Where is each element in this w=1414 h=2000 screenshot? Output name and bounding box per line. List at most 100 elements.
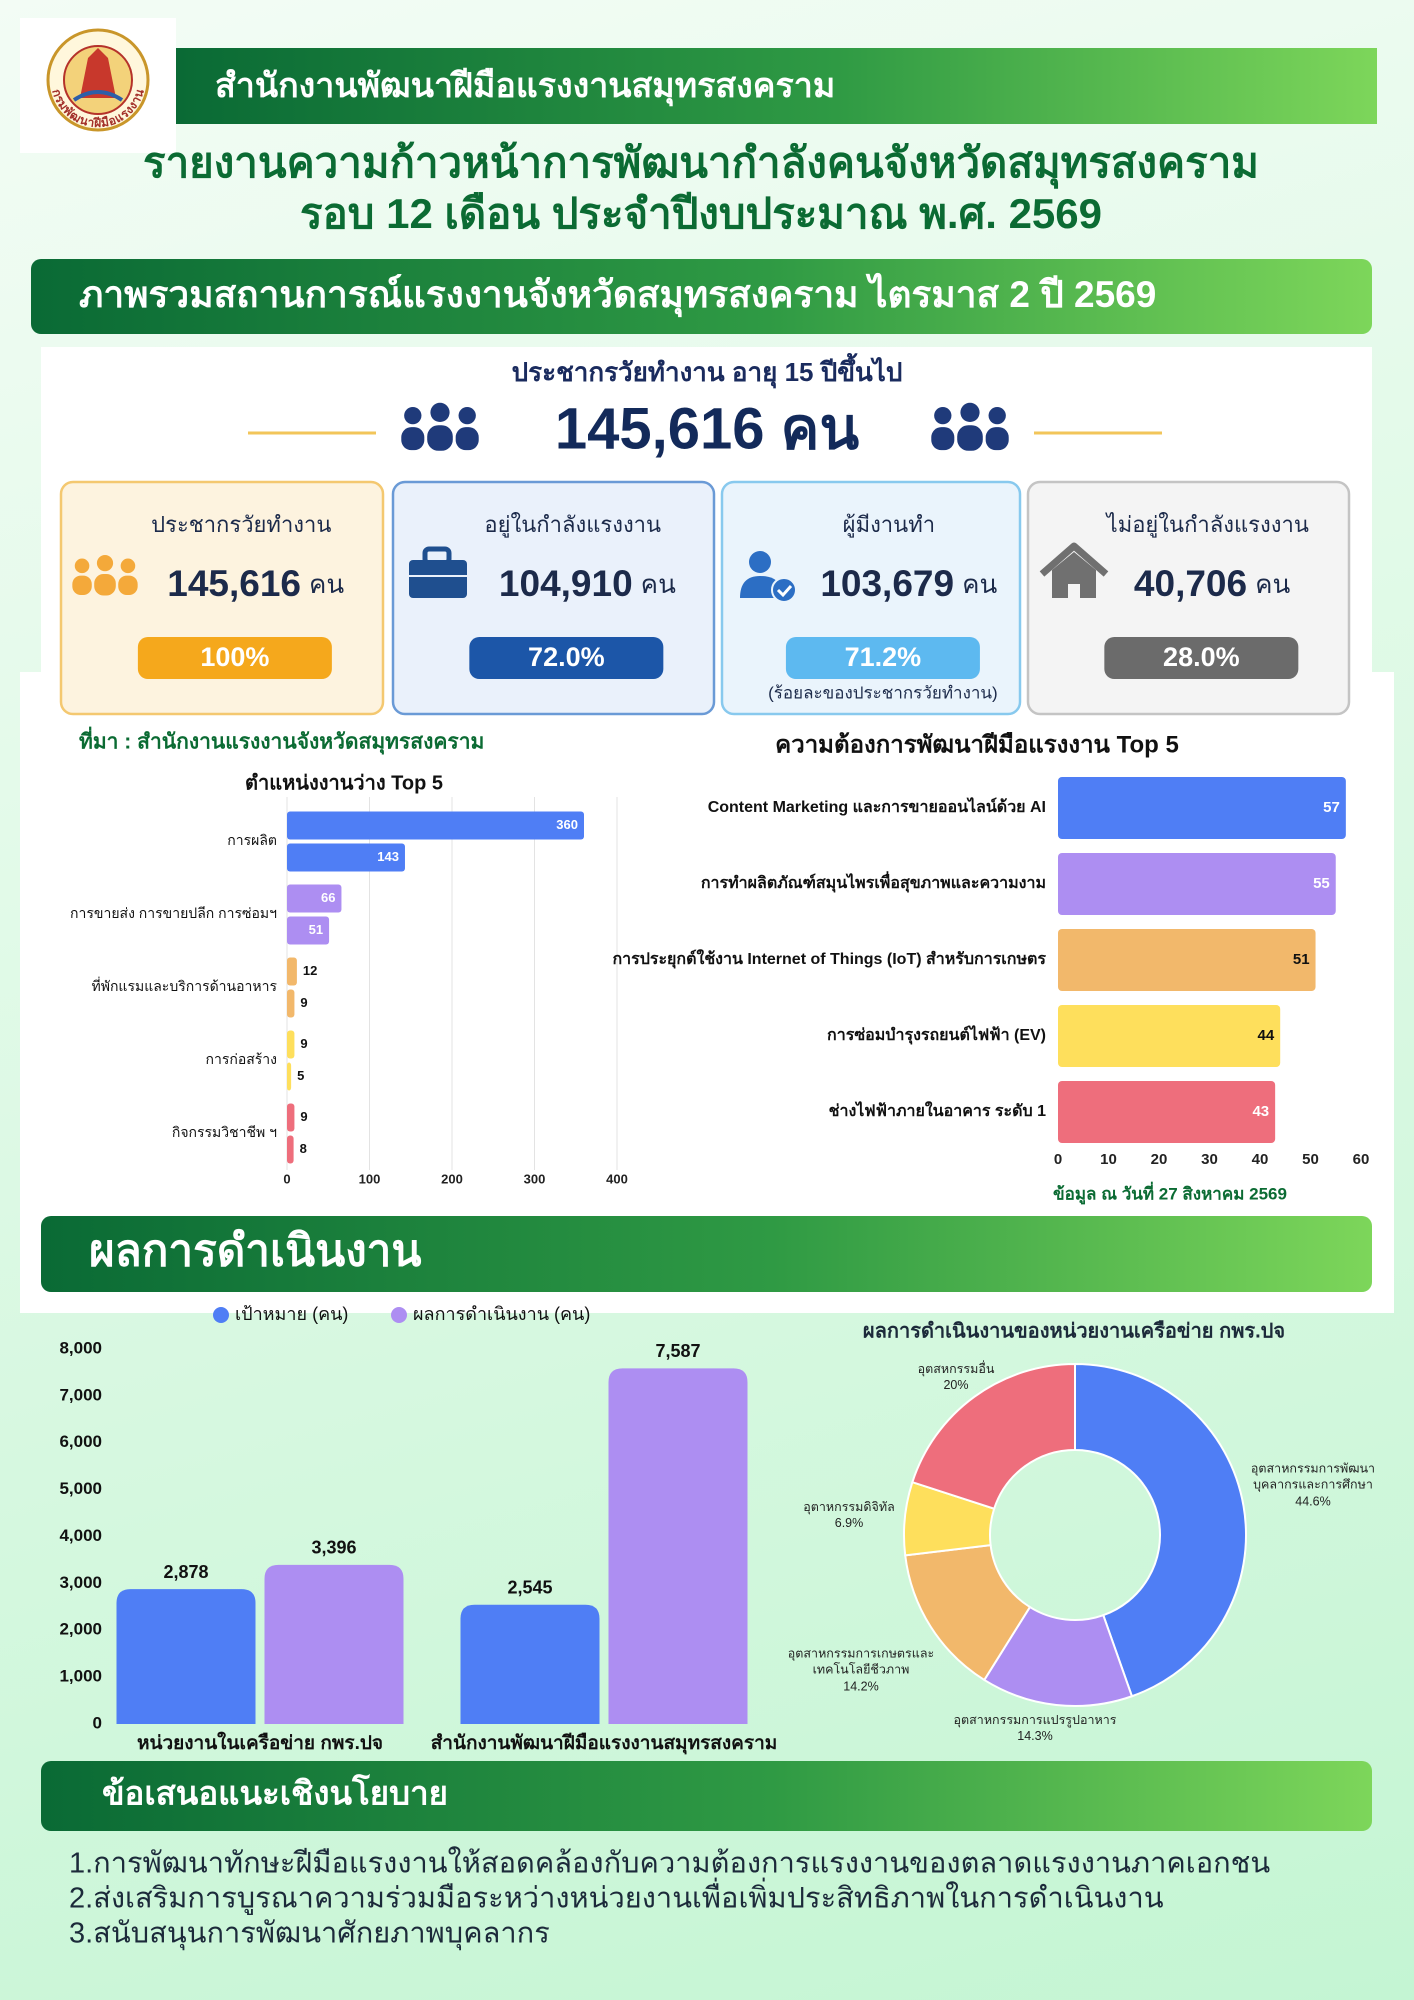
card-value: 145,616 คน	[167, 563, 344, 604]
chart-title: ผลการดำเนินงานของหน่วยงานเครือข่าย กพร.ป…	[863, 1319, 1285, 1342]
icon-head	[934, 406, 952, 425]
card-note: (ร้อยละของประชากรวัยทำงาน)	[768, 683, 998, 702]
icon-badge	[771, 577, 797, 603]
card-percent: 100%	[200, 642, 269, 672]
chart-note: ข้อมูล ณ วันที่ 27 สิงหาคม 2569	[1053, 1181, 1287, 1205]
value-label: 51	[309, 922, 323, 937]
card-percent: 72.0%	[528, 642, 605, 672]
legend-swatch	[213, 1307, 229, 1323]
y-tick-label: การขายส่ง การขายปลีก การซ่อมฯ	[70, 905, 277, 921]
icon-check	[776, 585, 793, 598]
x-tick-label: 40	[1252, 1151, 1269, 1168]
y-tick-label: 8,000	[59, 1338, 102, 1357]
bar	[287, 1103, 295, 1132]
x-tick-label: 20	[1151, 1151, 1168, 1168]
y-tick-label: การก่อสร้าง	[205, 1051, 277, 1067]
card-title: ผู้มีงานทำ	[843, 512, 935, 538]
icon-roof	[1039, 542, 1109, 577]
bar	[1058, 853, 1336, 915]
bar	[287, 1030, 295, 1059]
section-bar	[31, 259, 1372, 334]
icon-briefcase	[409, 560, 467, 598]
value-label: 7,587	[655, 1341, 700, 1361]
x-tick-label: 100	[359, 1171, 381, 1186]
bar	[287, 884, 342, 913]
x-tick-label: 50	[1302, 1151, 1319, 1168]
y-tick-label: 4,000	[59, 1526, 102, 1545]
icon-body	[118, 575, 138, 596]
card-unit: คน	[309, 569, 344, 599]
icon-body	[931, 427, 955, 451]
value-label: 57	[1323, 799, 1340, 816]
bar	[287, 989, 295, 1018]
value-label: 2,878	[163, 1562, 208, 1582]
y-tick-label: 5,000	[59, 1479, 102, 1498]
value-label: 44	[1258, 1027, 1275, 1044]
y-tick-label: 6,000	[59, 1432, 102, 1451]
bar	[287, 811, 584, 840]
card-number: 104,910	[499, 563, 633, 604]
logo-wave	[72, 90, 124, 102]
y-tick-label: การผลิต	[227, 832, 277, 848]
stats-total: 145,616 คน	[555, 396, 860, 461]
bar	[287, 957, 297, 986]
slice-value: 6.9%	[834, 1516, 864, 1530]
card-pill	[137, 637, 332, 679]
bar	[264, 1564, 404, 1724]
x-tick-label: 0	[1054, 1151, 1062, 1168]
value-label: 3,396	[311, 1538, 356, 1558]
y-tick-label: 3,000	[59, 1573, 102, 1592]
bar	[287, 916, 330, 945]
y-tick-label: Content Marketing และการขายออนไลน์ด้วย A…	[708, 797, 1046, 816]
slice-value: 20%	[943, 1378, 969, 1392]
section-title: ข้อเสนอแนะเชิงนโยบาย	[102, 1774, 448, 1812]
card-percent: 71.2%	[845, 642, 922, 672]
section-title: ผลการดำเนินงาน	[89, 1227, 421, 1276]
source-note: ที่มา : สำนักงานแรงงานจังหวัดสมุทรสงคราม	[79, 726, 484, 756]
icon-head	[96, 555, 114, 572]
icon-head	[74, 558, 90, 574]
value-label: 12	[303, 963, 317, 978]
x-tick-label: สำนักงานพัฒนาฝีมือแรงงานสมุทรสงคราม	[431, 1732, 778, 1755]
card-title: ประชากรวัยทำงาน	[151, 512, 331, 537]
icon-head	[120, 558, 136, 574]
value-label: 5	[297, 1068, 304, 1083]
x-tick-label: 0	[283, 1171, 290, 1186]
slice-name: อุตสาหกรรมการแปรรูปอาหาร	[953, 1712, 1117, 1727]
logo-emblem	[80, 48, 116, 98]
slice-name: อุตสาหกรรมการเกษตรและเทคโนโลยีชีวภาพ	[787, 1646, 935, 1677]
icon-head	[430, 402, 450, 422]
value-label: 8	[300, 1141, 307, 1156]
card-title: อยู่ในกำลังแรงงาน	[484, 512, 661, 538]
icon-head	[458, 406, 476, 425]
icon-house	[1052, 552, 1096, 598]
bar	[608, 1368, 748, 1724]
y-tick-label: การประยุกต์ใช้งาน Internet of Things (Io…	[612, 949, 1046, 969]
slice-value: 14.3%	[1017, 1729, 1053, 1743]
report-subtitle: รอบ 12 เดือน ประจำปีงบประมาณ พ.ศ. 2569	[300, 190, 1102, 237]
section-title: ภาพรวมสถานการณ์แรงงานจังหวัดสมุทรสงคราม …	[79, 272, 1156, 318]
value-label: 2,545	[507, 1577, 552, 1597]
y-tick-label: 7,000	[59, 1385, 102, 1404]
icon-head	[404, 406, 422, 425]
bar	[287, 1062, 292, 1091]
y-tick-label: 1,000	[59, 1667, 102, 1686]
card-title: ไม่อยู่ในกำลังแรงงาน	[1105, 512, 1309, 538]
card-value: 104,910 คน	[499, 563, 676, 604]
x-tick-label: 10	[1100, 1151, 1117, 1168]
legend-label: ผลการดำเนินงาน (คน)	[413, 1304, 590, 1324]
card-percent: 28.0%	[1163, 642, 1240, 672]
icon-body	[985, 427, 1009, 451]
y-tick-label: กิจกรรมวิชาชีพ ฯ	[172, 1124, 277, 1140]
y-tick-label: ที่พักแรมและบริการด้านอาหาร	[92, 977, 278, 994]
icon-head	[960, 402, 980, 422]
slice-name: อุตาหกรรมดิจิทัล	[803, 1499, 895, 1514]
policy-item: 3.สนับสนุนการพัฒนาศักยภาพบุคลากร	[69, 1918, 550, 1951]
value-label: 360	[556, 817, 578, 832]
bar	[1058, 1005, 1281, 1067]
chart-title: ความต้องการพัฒนาฝีมือแรงงาน Top 5	[775, 731, 1179, 758]
x-tick-label: 400	[606, 1171, 628, 1186]
bar	[116, 1589, 256, 1724]
